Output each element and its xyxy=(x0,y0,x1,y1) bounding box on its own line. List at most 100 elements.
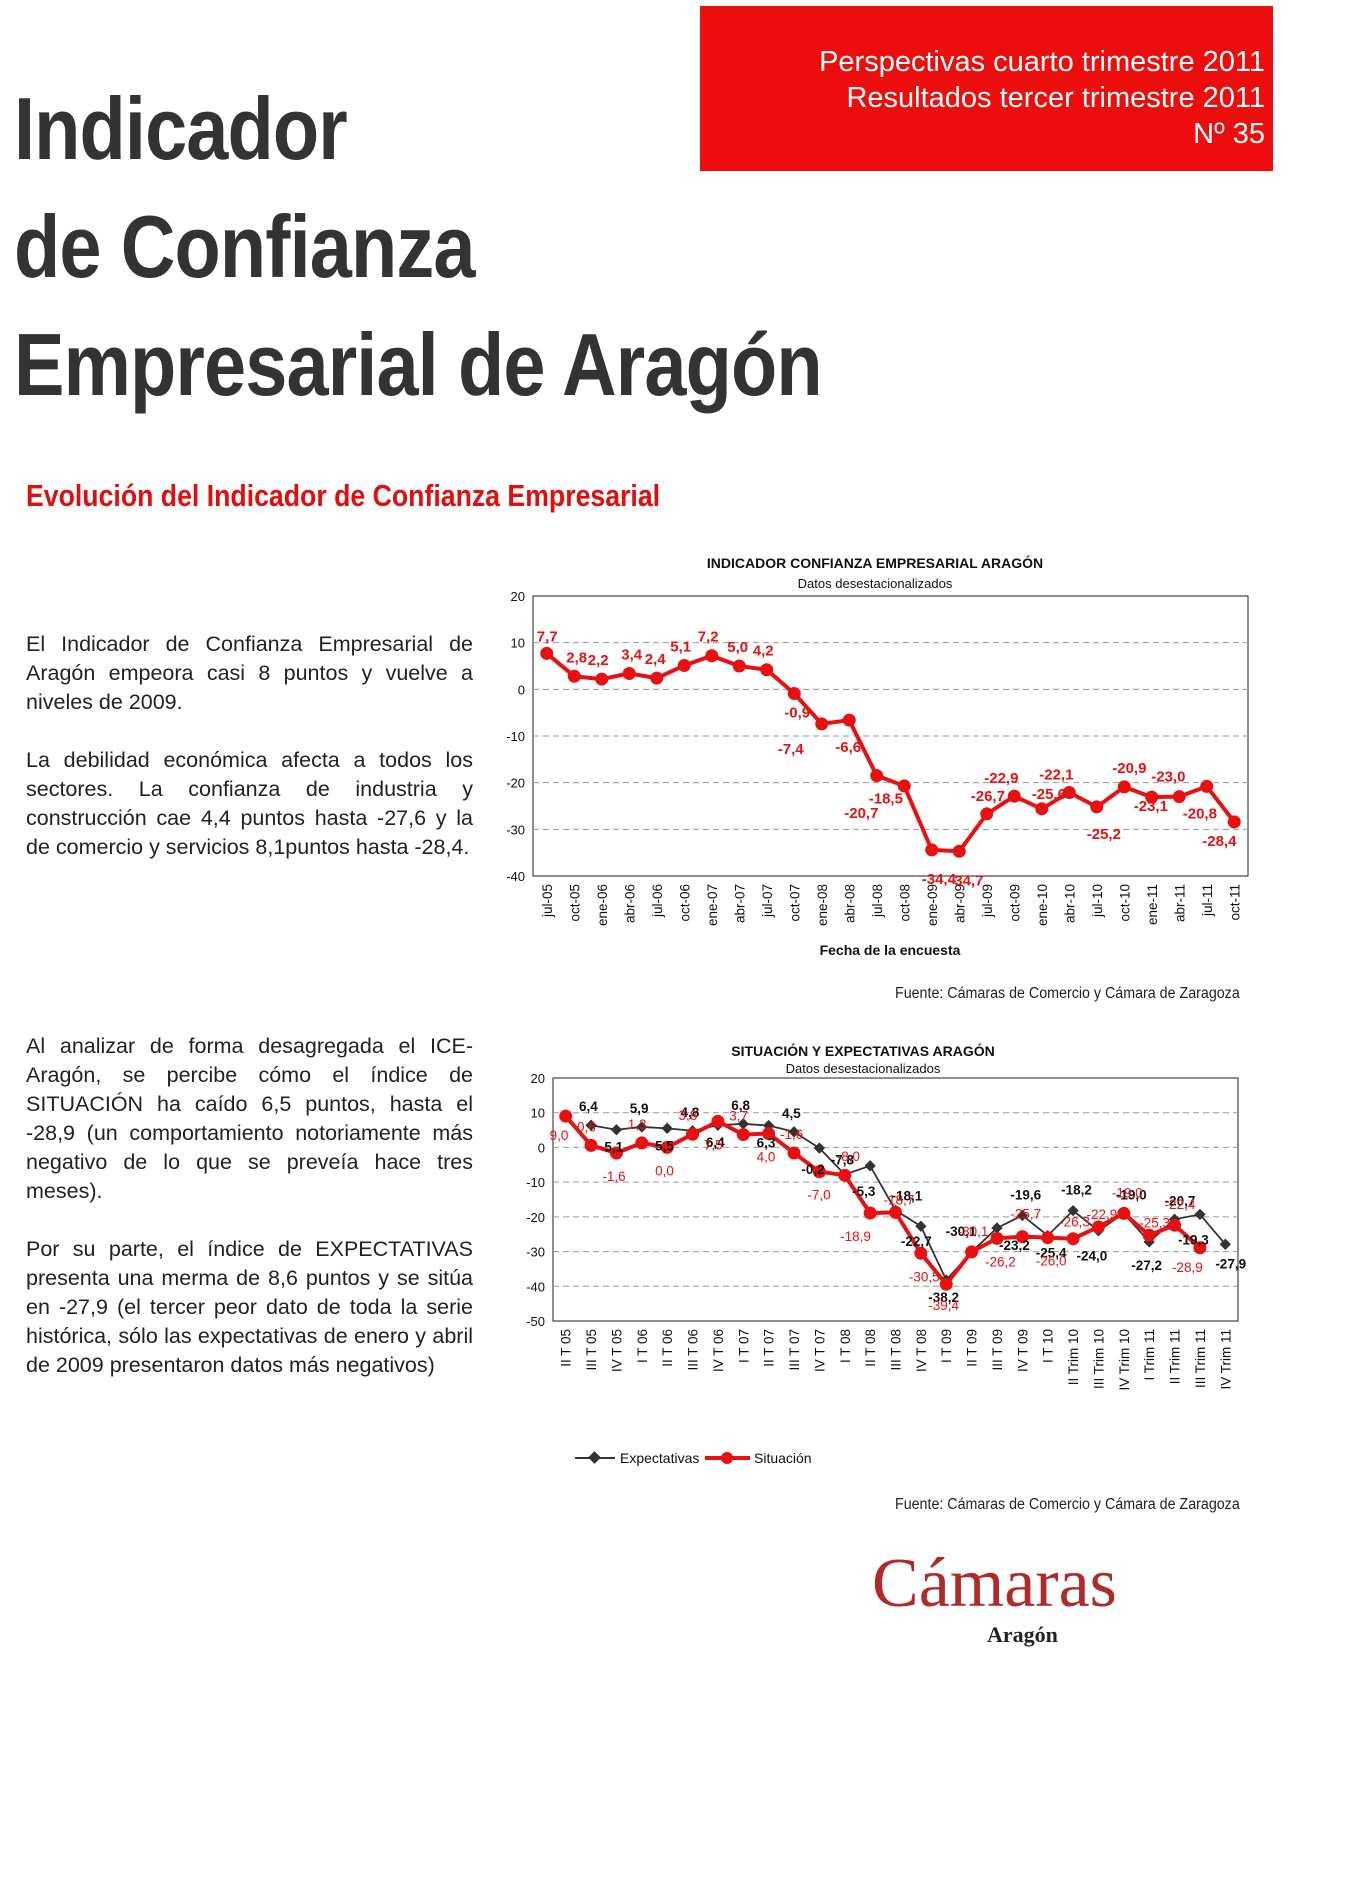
data-point xyxy=(622,666,636,680)
expectativas-point xyxy=(1219,1238,1231,1250)
data-label: -0,9 xyxy=(784,705,810,722)
legend-situacion: Situación xyxy=(754,1450,812,1466)
situacion-point xyxy=(889,1205,902,1219)
x-tick-label: II T 07 xyxy=(762,1329,777,1367)
expectativas-point xyxy=(1016,1209,1029,1222)
x-tick-label: II Trim 10 xyxy=(1066,1329,1081,1385)
data-label: 7,7 xyxy=(537,628,558,645)
chart2-legend: Expectativas Situación xyxy=(575,1450,812,1466)
x-tick-label: III Trim 11 xyxy=(1193,1329,1208,1388)
data-point xyxy=(787,687,801,701)
situacion-label: 0,0 xyxy=(655,1163,674,1178)
expectativas-point xyxy=(813,1142,826,1154)
x-tick-label: III T 05 xyxy=(584,1329,599,1371)
x-tick-label: III T 07 xyxy=(787,1329,802,1371)
x-tick-label: I T 10 xyxy=(1041,1329,1056,1363)
y-tick-label: -40 xyxy=(526,1279,545,1294)
data-point xyxy=(705,649,719,663)
expectativas-label: 6,4 xyxy=(706,1135,725,1150)
expectativas-label: -19,6 xyxy=(1010,1187,1041,1202)
situacion-label: -18,7 xyxy=(884,1192,915,1207)
y-tick-label: 10 xyxy=(511,636,525,651)
situacion-point xyxy=(1041,1231,1055,1245)
data-point xyxy=(980,807,994,821)
data-point xyxy=(952,844,966,858)
situacion-point xyxy=(686,1127,700,1141)
expectativas-label: -18,1 xyxy=(892,1188,923,1203)
chart2-plot-area xyxy=(552,1077,1239,1322)
x-tick-label: abr-09 xyxy=(952,884,967,923)
legend-diamond-marker xyxy=(588,1451,601,1464)
paragraph-ice-summary: El Indicador de Confianza Empresarial de… xyxy=(26,632,473,714)
data-point xyxy=(540,646,554,660)
x-tick-label: jul-06 xyxy=(650,884,665,918)
data-label: -18,5 xyxy=(869,791,903,808)
data-label: 2,2 xyxy=(588,652,609,669)
expectativas-label: 4,8 xyxy=(681,1105,700,1120)
expectativas-label: -27,9 xyxy=(1215,1256,1246,1271)
x-tick-label: III T 09 xyxy=(990,1329,1005,1371)
data-label: -25,6 xyxy=(1032,786,1066,803)
expectativas-label: -24,0 xyxy=(1076,1249,1107,1264)
situacion-label: 4,0 xyxy=(757,1150,776,1165)
x-tick-label: II Trim 11 xyxy=(1168,1329,1183,1384)
situacion-point xyxy=(660,1140,674,1154)
y-tick-label: -50 xyxy=(526,1314,545,1329)
x-tick-label: IV T 09 xyxy=(1015,1329,1030,1372)
data-label: -7,4 xyxy=(778,741,805,758)
data-label: -6,6 xyxy=(835,739,861,756)
data-label: -28,4 xyxy=(1202,833,1237,850)
situacion-label: 9,0 xyxy=(550,1128,569,1143)
situacion-label: -28,9 xyxy=(1172,1260,1203,1275)
expectativas-label: 5,1 xyxy=(604,1140,623,1155)
header-issue-number: Nº 35 xyxy=(1193,118,1265,150)
header-resultados: Resultados tercer trimestre 2011 xyxy=(846,82,1265,114)
situacion-label: -22,9 xyxy=(1086,1207,1117,1222)
data-point xyxy=(1007,789,1021,803)
chart2-subtitle: Datos desestacionalizados xyxy=(786,1061,941,1076)
y-tick-label: -30 xyxy=(506,822,525,837)
x-tick-label: I T 06 xyxy=(635,1329,650,1363)
situacion-label: -26,0 xyxy=(1036,1254,1067,1269)
x-tick-label: jul-11 xyxy=(1200,884,1215,917)
situacion-point xyxy=(762,1127,776,1141)
header-perspectivas: Perspectivas cuarto trimestre 2011 xyxy=(819,46,1265,78)
situacion-point xyxy=(635,1136,649,1150)
expectativas-label: -0,2 xyxy=(801,1162,824,1177)
situacion-point xyxy=(559,1109,573,1123)
x-tick-label: oct-09 xyxy=(1007,884,1022,922)
expectativas-point xyxy=(1194,1208,1206,1221)
data-point xyxy=(897,779,911,793)
expectativas-label: -18,2 xyxy=(1061,1183,1092,1198)
data-point xyxy=(1035,802,1049,816)
data-point xyxy=(760,663,774,677)
chart-subtitle: Datos desestacionalizados xyxy=(798,576,953,591)
x-tick-label: jul-10 xyxy=(1090,884,1105,918)
situacion-label: -1,6 xyxy=(780,1127,803,1142)
data-label: 3,4 xyxy=(621,646,643,663)
x-tick-label: III T 08 xyxy=(889,1329,904,1371)
expectativas-label: -20,7 xyxy=(1165,1193,1196,1208)
situacion-point xyxy=(1117,1206,1131,1220)
data-point xyxy=(1145,790,1159,804)
situacion-label: -1,6 xyxy=(602,1169,625,1184)
situacion-label: -19,0 xyxy=(1112,1185,1143,1200)
data-point xyxy=(1200,779,1214,793)
x-tick-label: IV T 06 xyxy=(711,1329,726,1372)
situacion-point xyxy=(863,1206,877,1220)
chart-title: INDICADOR CONFIANZA EMPRESARIAL ARAGÓN xyxy=(707,554,1043,571)
y-tick-label: -10 xyxy=(506,729,525,744)
expectativas-label: -19,0 xyxy=(1116,1187,1147,1202)
expectativas-label: 5,5 xyxy=(655,1138,674,1153)
situacion-point xyxy=(939,1277,953,1291)
situacion-point xyxy=(914,1246,928,1260)
situacion-label: 7,5 xyxy=(704,1137,723,1152)
y-tick-label: -40 xyxy=(506,869,525,884)
data-point xyxy=(925,843,939,857)
data-point xyxy=(595,672,609,686)
situacion-point xyxy=(584,1138,598,1152)
x-tick-label: III T 06 xyxy=(686,1329,701,1371)
paragraph-sectors: La debilidad económica afecta a todos lo… xyxy=(26,748,473,859)
data-label: -22,9 xyxy=(984,770,1018,787)
chart1-source: Fuente: Cámaras de Comercio y Cámara de … xyxy=(895,985,1240,1002)
